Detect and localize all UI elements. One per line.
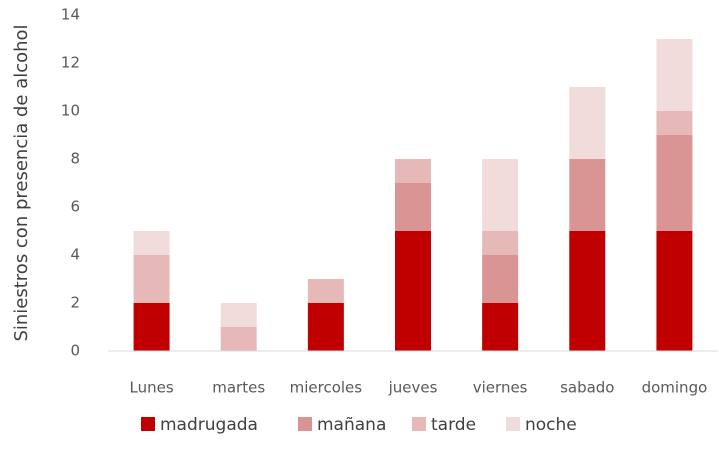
bar-segment: [482, 303, 519, 351]
x-tick-label: martes: [212, 379, 265, 397]
legend-swatch: [412, 417, 426, 431]
bar-segment: [395, 231, 431, 351]
bar-segment: [133, 303, 170, 351]
y-tick-label: 2: [70, 294, 80, 312]
x-tick-label: Lunes: [129, 379, 173, 397]
legend-label: madrugada: [160, 415, 258, 435]
x-tick-label: domingo: [642, 379, 708, 397]
x-tick-label: jueves: [388, 379, 438, 397]
bar-segment: [482, 255, 519, 303]
y-tick-label: 6: [70, 198, 80, 216]
bar-segment: [569, 231, 606, 351]
bar-segment: [482, 231, 519, 255]
bar-segment: [656, 135, 693, 231]
y-tick-label: 10: [61, 102, 80, 120]
bar-segment: [307, 279, 344, 303]
legend-label: tarde: [431, 415, 476, 435]
y-tick-label: 8: [70, 150, 80, 168]
x-tick-label: miercoles: [290, 379, 363, 397]
legend-label: mañana: [317, 415, 386, 435]
bar-segment: [133, 255, 170, 303]
y-tick-label: 14: [61, 6, 80, 24]
bar-segment: [307, 303, 344, 351]
bar-segment: [656, 111, 693, 135]
x-tick-label: viernes: [473, 379, 528, 397]
bar-segment: [656, 231, 693, 351]
x-tick-label: sabado: [560, 379, 614, 397]
bar-segment: [220, 303, 257, 327]
y-tick-label: 12: [61, 54, 80, 72]
y-axis-title: Siniestros con presencia de alcohol: [11, 24, 32, 341]
bar-segment: [656, 39, 693, 111]
bar-segment: [395, 183, 431, 231]
bar-segment: [482, 159, 519, 231]
legend-swatch: [298, 417, 312, 431]
y-tick-label: 0: [70, 342, 80, 360]
bar-segment: [569, 159, 606, 231]
legend-label: noche: [525, 415, 577, 435]
legend-swatch: [506, 417, 520, 431]
y-tick-label: 4: [70, 246, 80, 264]
bar-segment: [395, 159, 431, 183]
bar-segment: [133, 231, 170, 255]
bar-segment: [569, 87, 606, 159]
bar-segment: [220, 327, 257, 351]
legend-swatch: [141, 417, 155, 431]
